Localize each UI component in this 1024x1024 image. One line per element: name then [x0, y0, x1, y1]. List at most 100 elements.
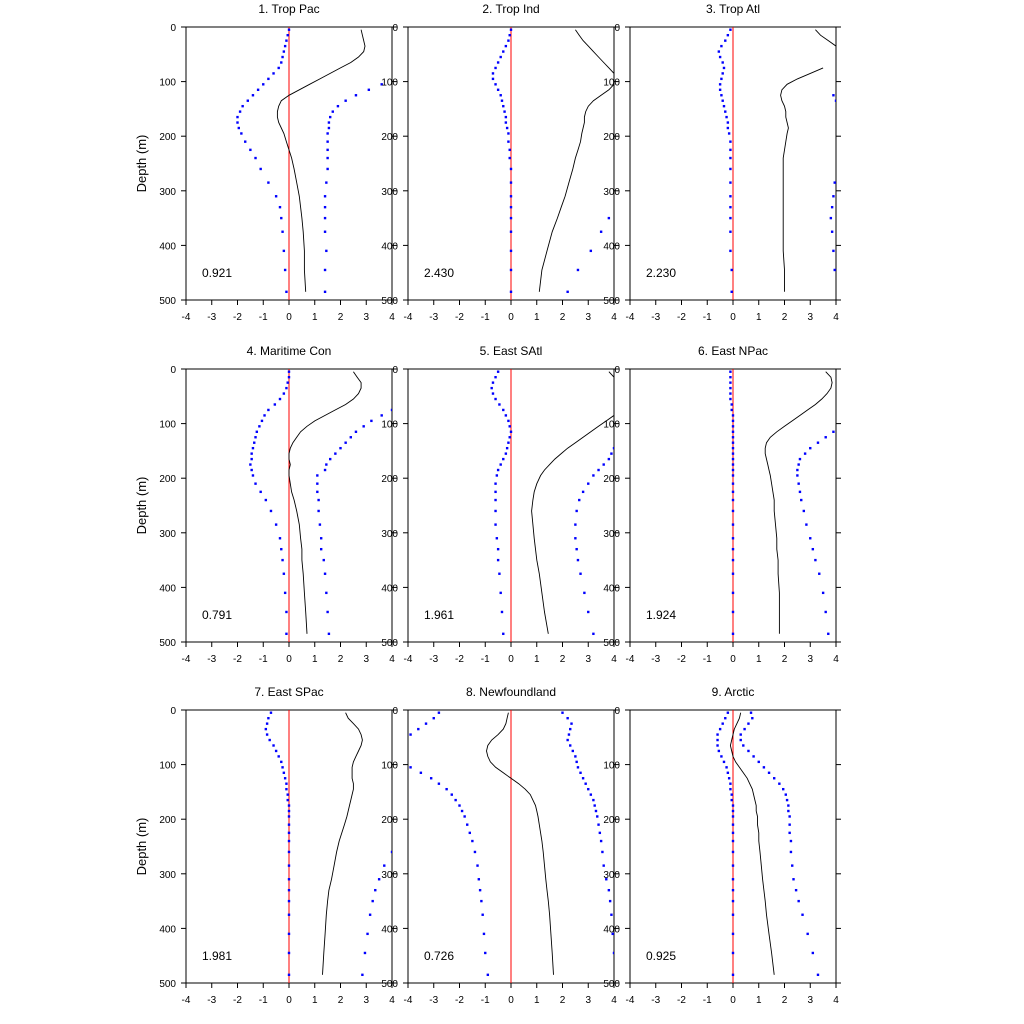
- upper-bound-point: [318, 523, 322, 526]
- y-tick-label: 100: [159, 78, 176, 89]
- lower-bound-point: [494, 523, 497, 526]
- upper-bound-point: [791, 864, 794, 867]
- lower-bound-point: [507, 132, 510, 135]
- upper-bound-point: [592, 632, 595, 636]
- lower-bound-point: [731, 441, 735, 444]
- upper-bound-point: [579, 572, 582, 575]
- upper-bound-point: [833, 268, 836, 272]
- upper-bound-point: [821, 591, 825, 595]
- lower-bound-point: [509, 268, 513, 272]
- lower-bound-point: [507, 140, 510, 143]
- lower-bound-point: [731, 414, 735, 417]
- lower-bound-point: [458, 804, 461, 807]
- panel-1: 1. Trop Pac -4 -3 -2 -1 0 1 2 3 4 0 100 200 300 400 500…: [134, 2, 397, 323]
- lower-bound-point: [729, 370, 732, 373]
- lower-bound-point: [259, 167, 262, 171]
- lower-bound-point: [504, 121, 508, 124]
- upper-bound-point: [797, 899, 800, 903]
- upper-bound-point: [787, 809, 790, 813]
- lower-bound-point: [731, 468, 735, 472]
- lower-bound-point: [509, 205, 513, 209]
- lower-bound-point: [721, 99, 724, 102]
- lower-bound-point: [731, 446, 735, 450]
- x-tick-label: -3: [207, 654, 216, 665]
- lower-bound-point: [263, 414, 266, 417]
- lower-bound-point: [484, 951, 487, 955]
- upper-bound-point: [323, 572, 327, 575]
- lower-bound-point: [731, 474, 735, 477]
- y-tick-label: 400: [159, 924, 176, 935]
- lower-bound-point: [251, 446, 255, 450]
- lower-bound-point: [277, 66, 280, 70]
- x-tick-label: 3: [363, 654, 369, 665]
- upper-bound-point: [789, 850, 793, 854]
- lower-bound-point: [287, 804, 291, 807]
- y-tick-label: 500: [159, 296, 176, 307]
- lower-bound-point: [491, 72, 495, 75]
- panel-stat-value: 0.925: [646, 949, 676, 963]
- upper-bound-point: [599, 839, 603, 843]
- upper-bound-point: [575, 509, 578, 513]
- lower-bound-point: [729, 205, 732, 209]
- lower-bound-point: [278, 537, 282, 540]
- upper-bound-point: [317, 498, 320, 502]
- lower-bound-point: [731, 839, 735, 843]
- lower-bound-point: [731, 452, 735, 455]
- lower-bound-point: [496, 61, 500, 64]
- upper-bound-point: [584, 782, 587, 785]
- lower-bound-point: [729, 375, 732, 379]
- lower-bound-point: [267, 77, 270, 81]
- lower-bound-point: [282, 249, 286, 253]
- lower-bound-point: [722, 760, 726, 764]
- lower-bound-point: [278, 205, 282, 209]
- y-tick-label: 400: [603, 583, 620, 594]
- x-tick-label: 4: [389, 654, 395, 665]
- lower-bound-point: [419, 771, 423, 774]
- lower-bound-point: [281, 558, 284, 562]
- lower-bound-point: [502, 632, 505, 636]
- lower-bound-point: [287, 951, 291, 955]
- lower-bound-point: [466, 823, 469, 826]
- upper-bound-point: [571, 749, 574, 753]
- upper-bound-point: [811, 547, 815, 551]
- lower-bound-point: [729, 249, 732, 253]
- upper-bound-point: [366, 932, 369, 936]
- lower-bound-point: [269, 509, 273, 513]
- lower-bound-point: [508, 156, 511, 160]
- upper-bound-point: [602, 864, 605, 867]
- lower-bound-point: [287, 839, 291, 843]
- upper-bound-point: [574, 537, 577, 540]
- upper-bound-point: [575, 547, 578, 551]
- lower-bound-point: [494, 509, 497, 513]
- lower-bound-point: [432, 716, 435, 720]
- lower-bound-point: [726, 126, 730, 130]
- lower-bound-point: [424, 722, 428, 725]
- lower-bound-point: [722, 104, 726, 108]
- y-tick-label: 0: [614, 706, 620, 717]
- lower-bound-point: [285, 787, 288, 791]
- upper-bound-point: [830, 230, 834, 233]
- x-tick-label: -2: [233, 312, 242, 323]
- lower-bound-point: [409, 733, 412, 736]
- upper-bound-point: [742, 744, 745, 747]
- x-tick-label: -4: [626, 995, 635, 1006]
- lower-bound-point: [287, 913, 291, 916]
- lower-bound-point: [283, 44, 287, 48]
- upper-bound-point: [336, 104, 340, 108]
- x-tick-label: 1: [756, 654, 762, 665]
- y-tick-label: 200: [381, 132, 398, 143]
- upper-bound-point: [327, 121, 331, 124]
- x-tick-label: -1: [259, 654, 268, 665]
- upper-bound-point: [593, 804, 596, 807]
- upper-bound-point: [749, 711, 753, 714]
- lower-bound-point: [471, 839, 474, 843]
- upper-bound-point: [326, 148, 329, 152]
- lower-bound-point: [285, 782, 288, 785]
- lower-bound-point: [716, 733, 719, 736]
- lower-bound-point: [254, 156, 257, 160]
- lower-bound-point: [729, 156, 732, 160]
- upper-bound-point: [796, 474, 799, 477]
- upper-bound-point: [789, 839, 793, 843]
- upper-bound-point: [319, 537, 323, 540]
- upper-bound-point: [380, 414, 383, 417]
